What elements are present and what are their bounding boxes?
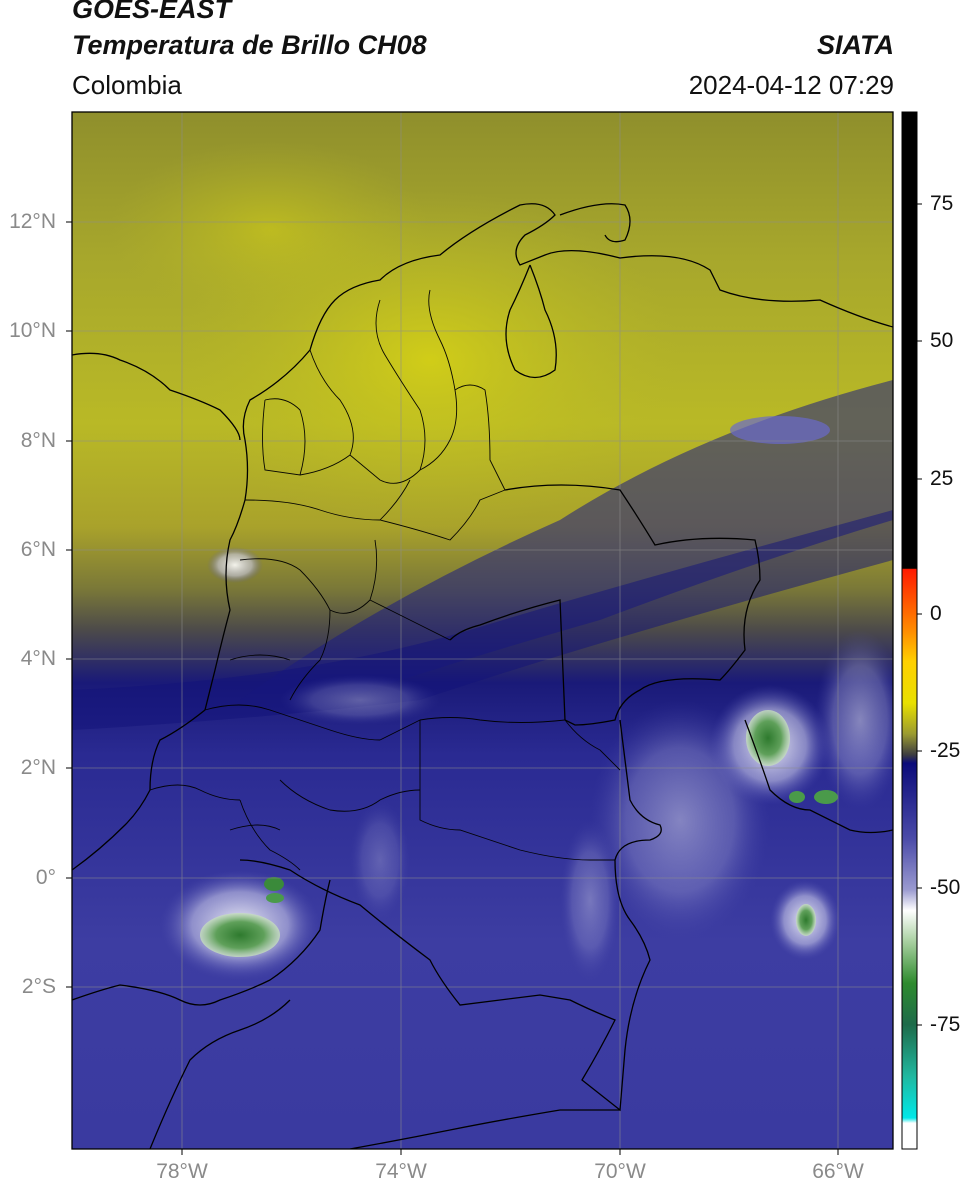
colorbar-label-minus50: -50 <box>930 876 961 899</box>
lat-label-4n: 4°N <box>20 647 56 670</box>
colorbar-label-minus75: -75 <box>930 1013 961 1036</box>
lon-label-66w: 66°W <box>812 1160 864 1183</box>
lat-label-0: 0° <box>35 866 56 889</box>
lat-label-6n: 6°N <box>20 538 56 561</box>
lat-label-2n: 2°N <box>20 756 56 779</box>
map-frame <box>71 111 894 1150</box>
colorbar-label-50: 50 <box>930 329 954 352</box>
moisture-boundary <box>240 380 893 700</box>
department-borders <box>149 289 621 871</box>
region-label: Colombia <box>72 70 182 100</box>
lon-label-70w: 70°W <box>594 1160 646 1183</box>
lat-label-12n: 12°N <box>9 210 56 233</box>
colorbar <box>901 111 918 1150</box>
timestamp-label: 2024-04-12 07:29 <box>688 70 894 100</box>
colorbar-label-75: 75 <box>930 192 954 215</box>
cold-cloud-top <box>200 913 280 957</box>
graticule <box>72 112 893 1149</box>
lon-label-78w: 78°W <box>156 1160 208 1183</box>
organization-label: SIATA <box>817 30 894 60</box>
lon-label-74w: 74°W <box>375 1160 427 1183</box>
convective-cell <box>207 547 263 583</box>
colorbar-label-minus25: -25 <box>930 739 961 762</box>
country-borders <box>72 203 893 1149</box>
colorbar-label-0: 0 <box>930 602 942 625</box>
axis-ticks <box>66 221 839 1155</box>
colorbar-ticks <box>917 203 922 1026</box>
title-satellite: GOES-EAST <box>72 0 232 24</box>
colorbar-label-25: 25 <box>930 467 954 490</box>
caribbean-pacific-coast <box>204 203 893 711</box>
lat-label-2s: 2°S <box>21 975 56 998</box>
pacific-coast-south <box>72 709 206 871</box>
lat-label-8n: 8°N <box>20 429 56 452</box>
lat-label-10n: 10°N <box>9 319 56 342</box>
title-product: Temperatura de Brillo CH08 <box>72 30 427 60</box>
